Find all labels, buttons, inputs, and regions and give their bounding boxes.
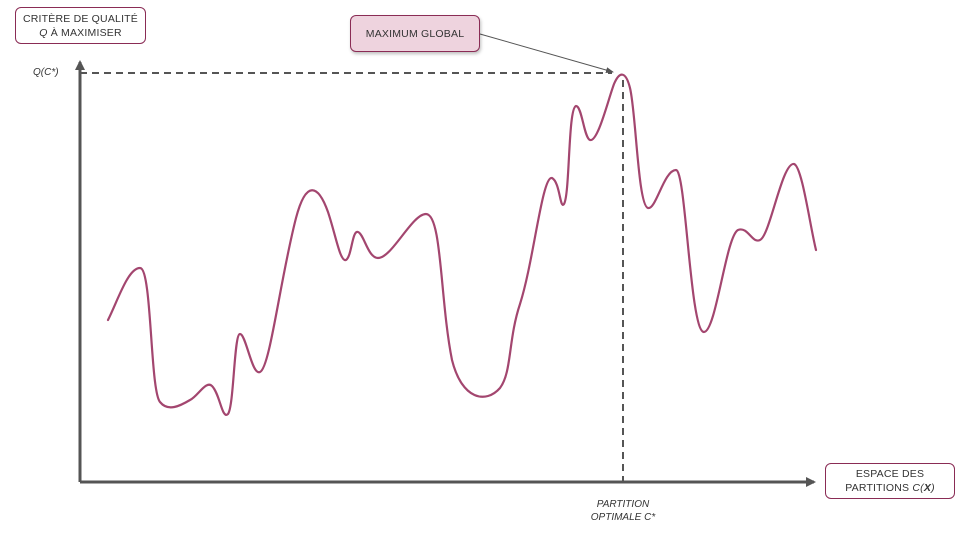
x-axis-label-line2: PARTITIONS C(X) <box>845 481 935 495</box>
c-function-close: ) <box>931 482 935 494</box>
y-axis-label-line2: Q À MAXIMISER <box>39 26 122 40</box>
x-axis-label-box: ESPACE DES PARTITIONS C(X) <box>825 463 955 499</box>
y-axis-label-line2-rest: À MAXIMISER <box>47 26 122 39</box>
y-axis-label-line1: CRITÈRE DE QUALITÉ <box>22 12 139 25</box>
optimal-partition-line2: OPTIMALE C* <box>590 512 656 523</box>
quality-curve <box>106 73 818 416</box>
optimal-partition-label: PARTITION OPTIMALE C* <box>573 498 673 524</box>
q-variable: Q <box>39 26 48 39</box>
y-axis-label-box: CRITÈRE DE QUALITÉ Q À MAXIMISER <box>15 7 146 44</box>
x-axis-label-line1: ESPACE DES <box>855 468 925 480</box>
maximum-global-label: MAXIMUM GLOBAL <box>365 27 465 40</box>
callout-pointer <box>479 33 614 73</box>
q-c-star-marker-label: Q(C*) <box>33 67 59 78</box>
c-function: C( <box>912 482 924 494</box>
x-axis-label-line2-text: PARTITIONS <box>845 482 913 494</box>
optimal-partition-line1: PARTITION <box>596 499 650 510</box>
maximum-global-callout: MAXIMUM GLOBAL <box>350 15 480 52</box>
x-variable: X <box>923 482 932 494</box>
